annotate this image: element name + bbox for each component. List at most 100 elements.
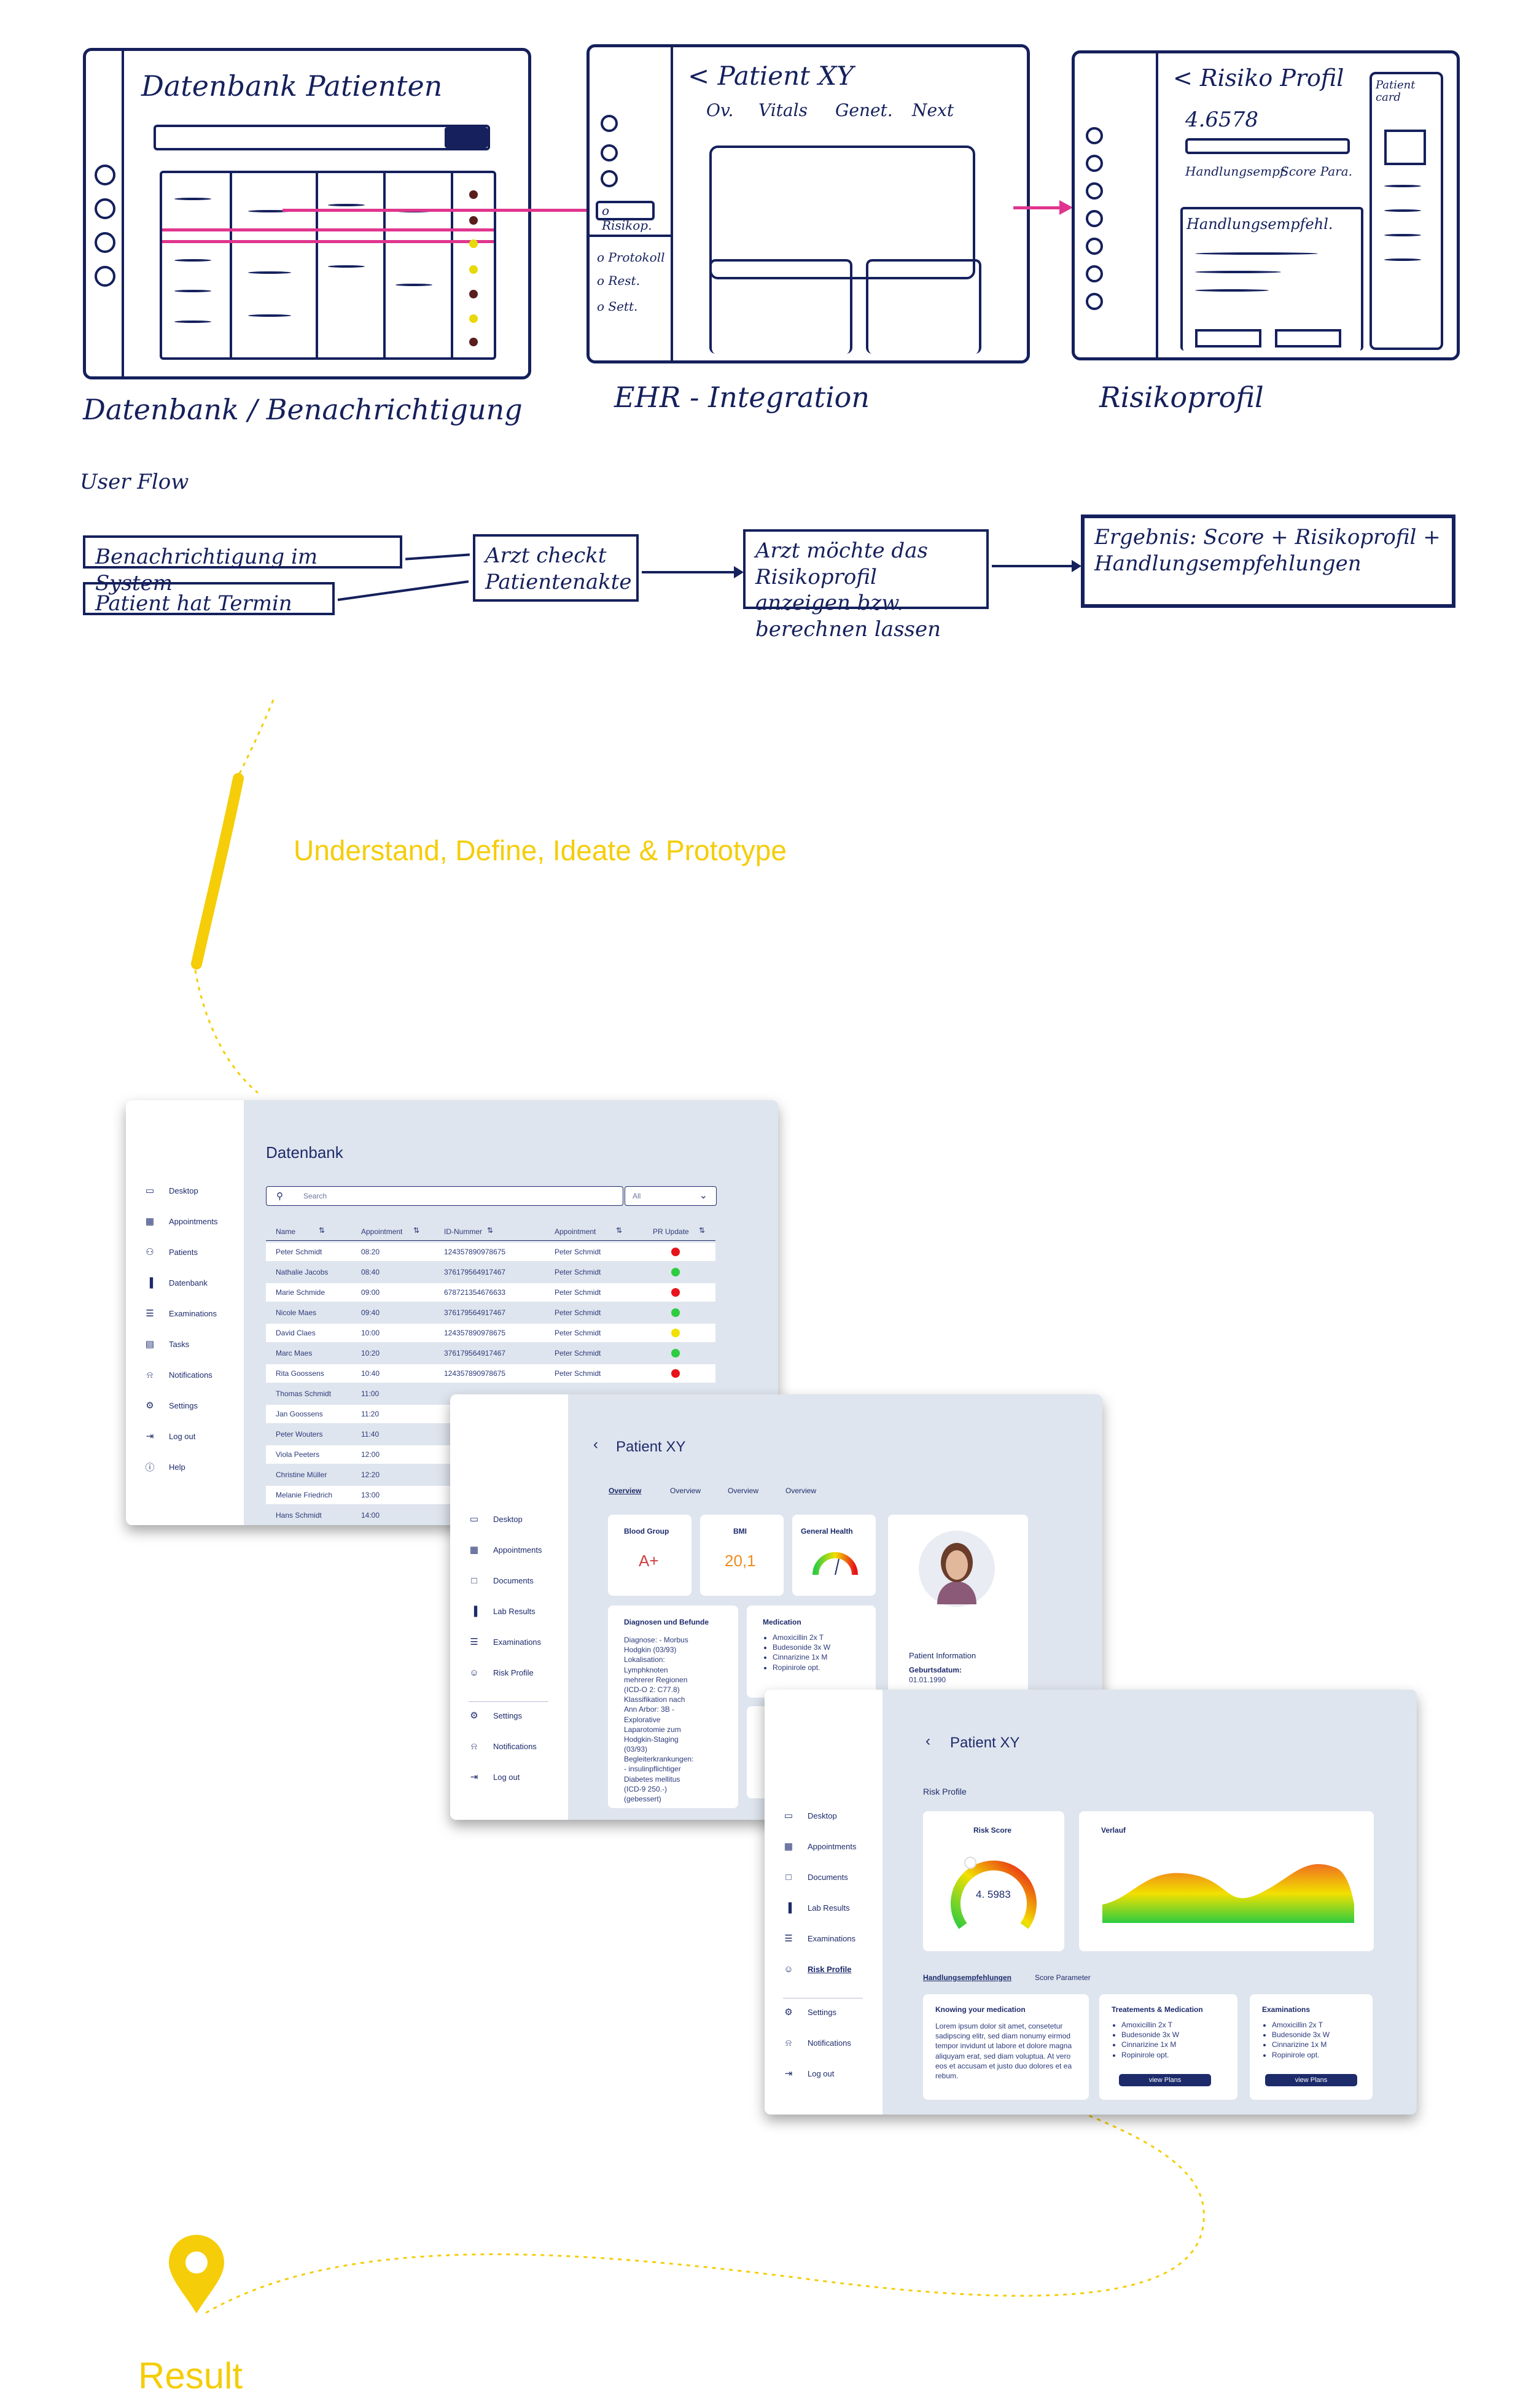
- sketch-side-item: o Rest.: [597, 273, 640, 288]
- sidebar-item-label: Examinations: [169, 1308, 217, 1318]
- column-header[interactable]: Appointment: [555, 1227, 596, 1236]
- table-row[interactable]: David Claes 10:00 124357890978675 Peter Sch…: [266, 1324, 715, 1342]
- sidebar-item-notifications[interactable]: ⍾ Notifications: [144, 1369, 212, 1380]
- back-icon[interactable]: ‹: [925, 1733, 930, 1749]
- risk-score-gauge: [951, 1857, 1037, 1929]
- sidebar-item-patients[interactable]: ⚇ Patients: [144, 1246, 198, 1257]
- sketch-title: Datenbank Patienten: [141, 69, 443, 103]
- sidebar-item-log-out[interactable]: ⇥ Log out: [469, 1771, 520, 1782]
- verlauf-card: Verlauf: [1079, 1811, 1374, 1951]
- sidebar-item-desktop[interactable]: ▭ Desktop: [783, 1810, 837, 1821]
- tab-overview[interactable]: Overview: [670, 1486, 701, 1495]
- table-cell: Peter Schmidt: [555, 1349, 601, 1357]
- status-indicator: [671, 1308, 680, 1317]
- tab-recommendations[interactable]: Handlungsempfehlungen: [923, 1973, 1011, 1982]
- view-plans-button[interactable]: view Plans: [1119, 2074, 1211, 2086]
- sidebar-item-appointments[interactable]: ▦ Appointments: [783, 1841, 857, 1852]
- sidebar-item-settings[interactable]: ⚙ Settings: [783, 2006, 836, 2018]
- sidebar-item-desktop[interactable]: ▭ Desktop: [469, 1513, 523, 1524]
- patient-info-card: Patient Information Geburtsdatum: 01.01.…: [888, 1515, 1028, 1717]
- column-header[interactable]: ID-Nummer: [444, 1227, 482, 1236]
- table-cell: Christine Müller: [276, 1470, 327, 1479]
- sidebar-item-appointments[interactable]: ▦ Appointments: [144, 1216, 218, 1227]
- sidebar-item-appointments[interactable]: ▦ Appointments: [469, 1544, 542, 1555]
- column-header[interactable]: Appointment: [361, 1227, 403, 1236]
- sketch-nav-dot: [95, 165, 115, 185]
- document-icon: □: [785, 1871, 792, 1882]
- sort-icon[interactable]: ⇅: [413, 1226, 420, 1235]
- column-header[interactable]: Name: [276, 1227, 296, 1236]
- sidebar-item-label: Appointments: [169, 1216, 218, 1226]
- list-item: Cinnarizine 1x M: [1121, 2040, 1179, 2049]
- table-cell: 09:00: [361, 1288, 380, 1297]
- view-plans-button[interactable]: view Plans: [1265, 2074, 1357, 2086]
- sidebar-item-tasks[interactable]: ▤ Tasks: [144, 1338, 189, 1350]
- table-cell: Peter Schmidt: [555, 1329, 601, 1337]
- sidebar-item-examinations[interactable]: ☰ Examinations: [783, 1933, 855, 1944]
- sidebar-item-label: Risk Profile: [493, 1668, 534, 1677]
- sidebar-item-lab-results[interactable]: ▐ Lab Results: [469, 1606, 536, 1617]
- tab-score-parameter[interactable]: Score Parameter: [1035, 1973, 1091, 1982]
- sketch-score: 4.6578: [1185, 107, 1258, 132]
- table-row[interactable]: Nicole Maes 09:40 376179564917467 Peter Sch…: [266, 1303, 715, 1322]
- sidebar: ▭ Desktop ▦ Appointments ⚇ Patients ▐ Datenbank…: [126, 1100, 244, 1525]
- table-row[interactable]: Thomas Schmidt 11:00: [266, 1385, 715, 1403]
- table-cell: 124357890978675: [444, 1329, 506, 1337]
- table-row[interactable]: Nathalie Jacobs 08:40 376179564917467 Peter…: [266, 1263, 715, 1281]
- sketch-box-title: Handlungsempfehl.: [1186, 216, 1333, 233]
- sidebar-item-risk-profile[interactable]: ☺ Risk Profile: [783, 1963, 851, 1975]
- sidebar-item-notifications[interactable]: ⍾ Notifications: [469, 1741, 537, 1752]
- verlauf-chart: [1102, 1864, 1354, 1923]
- sidebar-item-settings[interactable]: ⚙ Settings: [144, 1400, 198, 1411]
- table-row[interactable]: Marie Schmide 09:00 678721354676633 Peter S…: [266, 1283, 715, 1302]
- sidebar-item-examinations[interactable]: ☰ Examinations: [469, 1636, 541, 1647]
- calendar-icon: ▦: [784, 1841, 793, 1852]
- tab-overview[interactable]: Overview: [728, 1486, 759, 1495]
- sidebar-item-examinations[interactable]: ☰ Examinations: [144, 1308, 217, 1319]
- column-header[interactable]: PR Update: [653, 1227, 689, 1236]
- gear-icon: ⚙: [784, 2007, 793, 2018]
- sort-icon[interactable]: ⇅: [699, 1226, 706, 1235]
- table-row[interactable]: Peter Wouters 11:40: [266, 1425, 715, 1443]
- list-icon: ☰: [146, 1308, 154, 1319]
- sidebar-item-help[interactable]: ⓘ Help: [144, 1461, 185, 1473]
- sketch-side-item: o Sett.: [597, 299, 638, 314]
- search-input[interactable]: ⚲ Search: [266, 1186, 623, 1206]
- tab-overview[interactable]: Overview: [785, 1486, 817, 1495]
- filter-select[interactable]: All ⌄: [625, 1186, 717, 1206]
- sidebar-item-documents[interactable]: □ Documents: [783, 1871, 847, 1882]
- table-row[interactable]: Christine Müller 12:20: [266, 1466, 715, 1484]
- sidebar-item-settings[interactable]: ⚙ Settings: [469, 1710, 522, 1721]
- table-cell: 678721354676633: [444, 1288, 506, 1297]
- table-cell: Peter Schmidt: [276, 1248, 322, 1256]
- sidebar-item-documents[interactable]: □ Documents: [469, 1575, 533, 1586]
- table-cell: Thomas Schmidt: [276, 1389, 332, 1398]
- tab-overview-active[interactable]: Overview: [609, 1486, 642, 1495]
- sidebar-item-label: Patients: [169, 1247, 198, 1257]
- sort-icon[interactable]: ⇅: [616, 1226, 623, 1235]
- back-icon[interactable]: ‹: [593, 1436, 598, 1453]
- table-cell: 08:40: [361, 1268, 380, 1276]
- table-row[interactable]: Hans Schmidt 14:00: [266, 1506, 715, 1524]
- sidebar-item-label: Desktop: [169, 1186, 198, 1195]
- sketch-flow-arrow: [1013, 206, 1062, 209]
- sidebar-item-risk-profile[interactable]: ☺ Risk Profile: [469, 1667, 534, 1678]
- sort-icon[interactable]: ⇅: [487, 1226, 494, 1235]
- sidebar-item-label: Log out: [808, 2068, 835, 2078]
- sidebar-item-label: Settings: [808, 2007, 836, 2017]
- sketch-caption-risiko: Risikoprofil: [1099, 381, 1264, 414]
- table-row[interactable]: Peter Schmidt 08:20 124357890978675 Peter S…: [266, 1243, 715, 1261]
- sort-icon[interactable]: ⇅: [319, 1226, 325, 1235]
- sidebar-item-log-out[interactable]: ⇥ Log out: [144, 1431, 196, 1442]
- sidebar-item-notifications[interactable]: ⍾ Notifications: [783, 2037, 851, 2048]
- search-icon: ⚲: [276, 1191, 283, 1202]
- sidebar-item-lab-results[interactable]: ▐ Lab Results: [783, 1902, 850, 1913]
- sketch-side-item: o Protokoll: [597, 250, 665, 265]
- card-text: Lorem ipsum dolor sit amet, consetetur s…: [935, 2022, 1072, 2080]
- sidebar-item-desktop[interactable]: ▭ Desktop: [144, 1185, 198, 1196]
- table-row[interactable]: Rita Goossens 10:40 124357890978675 Peter S…: [266, 1364, 715, 1383]
- gear-icon: ⚙: [470, 1711, 478, 1721]
- table-row[interactable]: Marc Maes 10:20 376179564917467 Peter Schmi…: [266, 1344, 715, 1362]
- sidebar-item-log-out[interactable]: ⇥ Log out: [783, 2068, 835, 2079]
- sidebar-item-datenbank[interactable]: ▐ Datenbank: [144, 1277, 208, 1288]
